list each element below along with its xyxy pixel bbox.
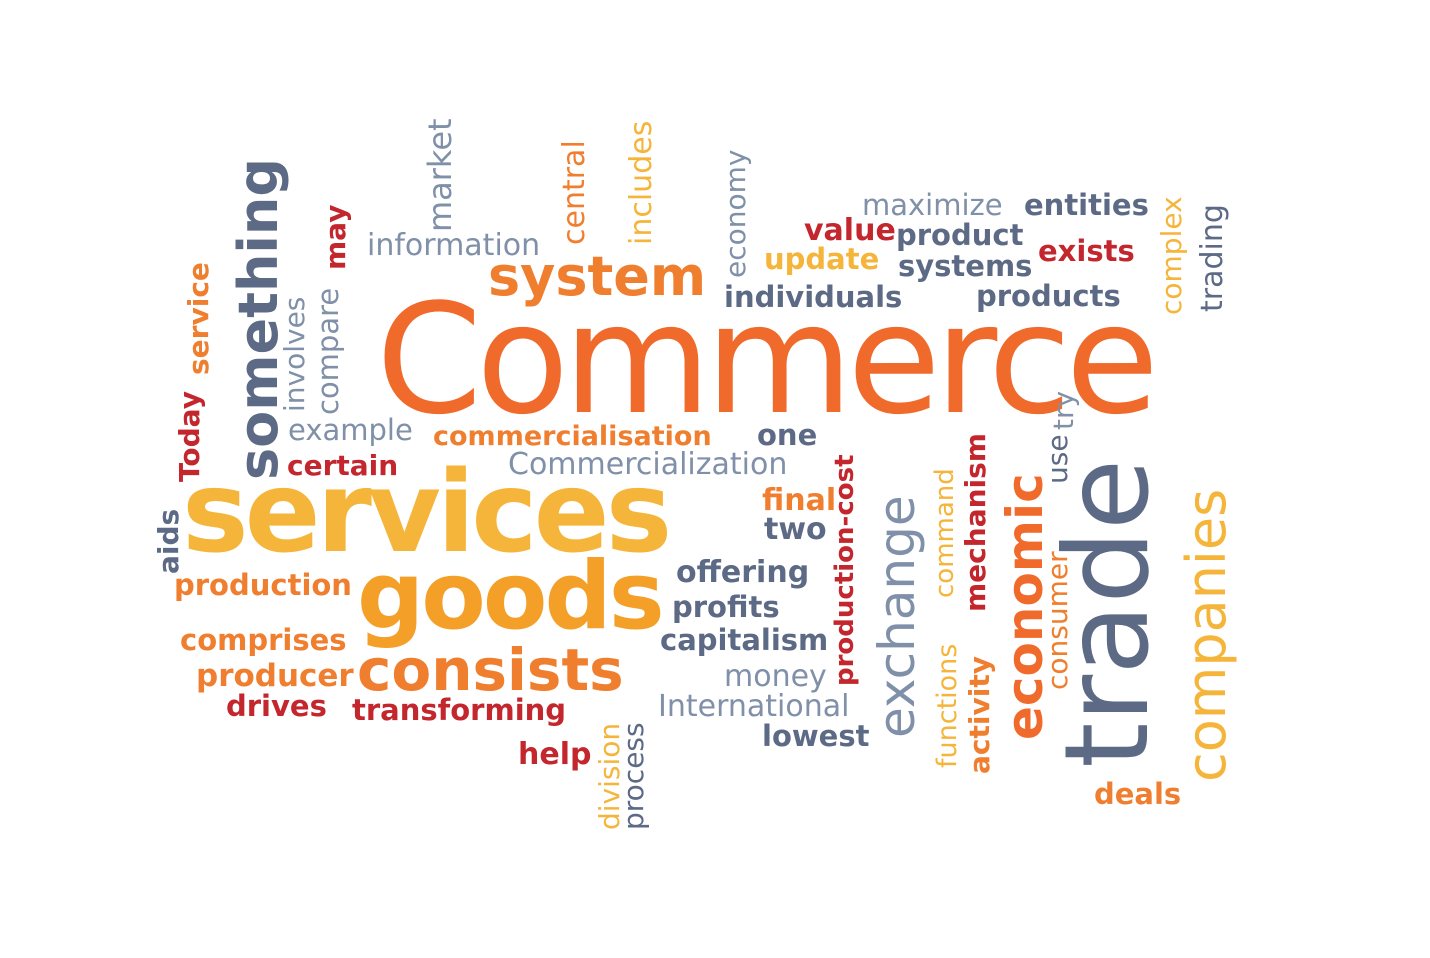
word-includes: includes (624, 120, 659, 245)
word-commerce: Commerce (376, 271, 1159, 448)
word-command: command (930, 468, 960, 598)
word-producer: producer (196, 658, 354, 694)
word-information: information (367, 228, 541, 263)
word-involves: involves (278, 296, 311, 412)
word-update: update (764, 242, 880, 276)
word-lowest: lowest (762, 719, 870, 753)
word-maximize: maximize (862, 188, 1003, 222)
word-system: system (488, 245, 707, 308)
word-may: may (319, 204, 352, 270)
word-process: process (617, 722, 650, 830)
word-trading: trading (1195, 204, 1230, 312)
word-certain: certain (287, 449, 399, 482)
word-try: try (1047, 390, 1080, 430)
word-today: Today (173, 391, 206, 482)
word-services: services (182, 448, 672, 578)
word-help: help (518, 737, 592, 772)
word-market: market (421, 118, 459, 232)
word-final: final (762, 483, 837, 518)
word-deals: deals (1094, 777, 1182, 811)
word-commercialization: Commercialization (508, 447, 788, 482)
word-aids: aids (152, 508, 185, 574)
word-one: one (757, 418, 818, 452)
word-systems: systems (898, 249, 1033, 283)
word-compare: compare (311, 287, 345, 415)
word-transforming: transforming (352, 693, 567, 727)
word-commercialisation: commercialisation (433, 421, 712, 452)
word-functions: functions (932, 643, 963, 768)
word-money: money (724, 659, 827, 694)
word-profits: profits (672, 590, 780, 624)
word-production-cost: production-cost (830, 454, 860, 686)
word-service: service (182, 262, 215, 375)
word-companies: companies (1175, 488, 1238, 782)
word-activity: activity (963, 656, 996, 774)
word-value: value (804, 213, 896, 248)
word-drives: drives (226, 689, 327, 723)
word-capitalism: capitalism (660, 623, 829, 657)
word-production: production (174, 568, 352, 602)
word-international: International (658, 689, 850, 724)
word-product: product (896, 218, 1024, 252)
word-products: products (976, 279, 1121, 313)
word-individuals: individuals (724, 280, 903, 314)
word-example: example (288, 413, 413, 447)
word-consists: consists (357, 636, 624, 704)
word-complex: complex (1155, 196, 1188, 315)
word-goods: goods (357, 542, 665, 651)
word-central: central (557, 140, 592, 245)
word-entities: entities (1024, 188, 1149, 222)
word-consumer: consumer (1041, 551, 1074, 690)
word-offering: offering (676, 555, 810, 590)
word-exists: exists (1038, 234, 1135, 268)
word-economy: economy (719, 149, 752, 278)
word-two: two (764, 512, 827, 547)
word-exchange: exchange (868, 495, 926, 738)
word-use: use (1041, 434, 1074, 484)
word-comprises: comprises (180, 623, 347, 657)
word-mechanism: mechanism (959, 433, 992, 612)
